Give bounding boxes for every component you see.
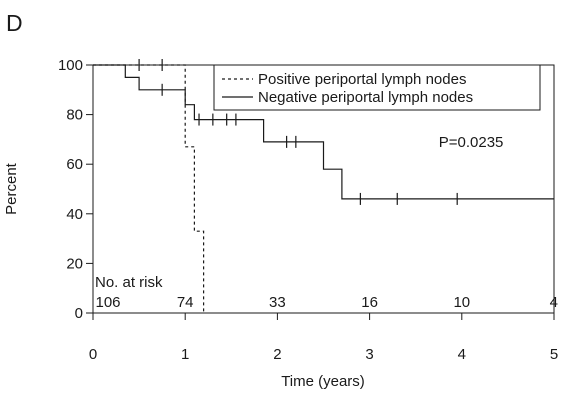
- risk-count: 106: [95, 294, 120, 311]
- y-axis: 0 20 40 60 80 100: [58, 57, 93, 322]
- series-layer: [93, 59, 554, 313]
- risk-table-counts: 106 74 33 16 10 4: [95, 294, 558, 311]
- x-axis: 0 1 2 3 4 5: [89, 313, 558, 363]
- series-line-positive: [93, 64, 205, 313]
- y-axis-title: Percent: [3, 162, 20, 215]
- x-tick-label: 0: [89, 346, 97, 363]
- risk-count: 4: [550, 294, 558, 311]
- risk-count: 74: [177, 294, 194, 311]
- legend-label-positive: Positive periportal lymph nodes: [258, 71, 466, 88]
- x-tick-label: 1: [181, 346, 189, 363]
- x-tick-label: 4: [458, 346, 466, 363]
- y-tick-label: 40: [66, 206, 83, 223]
- y-tick-label: 20: [66, 255, 83, 272]
- y-tick-label: 80: [66, 107, 83, 124]
- risk-count: 33: [269, 294, 286, 311]
- legend-box: [213, 64, 541, 111]
- x-tick-label: 3: [365, 346, 373, 363]
- risk-count: 10: [453, 294, 470, 311]
- x-tick-label: 2: [273, 346, 281, 363]
- risk-count: 16: [361, 294, 378, 311]
- legend-label-negative: Negative periportal lymph nodes: [258, 89, 473, 106]
- y-tick-label: 100: [58, 57, 83, 74]
- y-tick-label: 60: [66, 156, 83, 173]
- series-line-negative: [93, 64, 554, 200]
- risk-table-label: No. at risk: [95, 274, 163, 291]
- panel-letter: D: [6, 10, 23, 36]
- legend: Positive periportal lymph nodes Negative…: [213, 64, 541, 111]
- p-value-annotation: P=0.0235: [439, 134, 504, 151]
- y-tick-label: 0: [75, 305, 83, 322]
- x-tick-label: 5: [550, 346, 558, 363]
- x-axis-title: Time (years): [281, 373, 365, 390]
